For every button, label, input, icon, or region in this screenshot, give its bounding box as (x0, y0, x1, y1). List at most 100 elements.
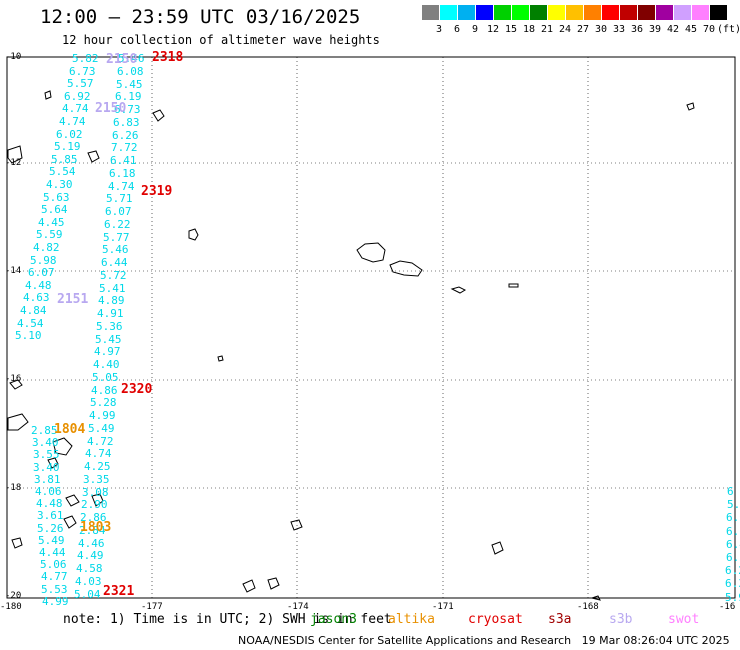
wave-height-value: 2.85 (31, 424, 58, 437)
wave-height-value: 4.48 (36, 497, 63, 510)
pass-number-label: 2150 (95, 101, 127, 116)
pass-number-label: 2319 (141, 184, 173, 199)
wave-height-value: 2.90 (81, 498, 108, 511)
wave-height-value: 5.45 (116, 78, 143, 91)
pass-number-label: 2321 (103, 584, 135, 599)
wave-height-value: 2.86 (80, 511, 107, 524)
credit-text: NOAA/NESDIS Center for Satellite Applica… (238, 634, 572, 647)
lat-label: -14 (5, 266, 22, 276)
wave-height-value: 4.97 (94, 345, 121, 358)
wave-height-value: 5.46 (102, 243, 129, 256)
colorbar-swatch (638, 5, 655, 20)
wave-height-value: 4.72 (87, 435, 114, 448)
wave-height-value: 4.45 (38, 216, 65, 229)
wave-height-value: 5.19 (54, 140, 81, 153)
colorbar-tick-label: 21 (540, 24, 554, 35)
wave-height-value: 6.07 (105, 205, 132, 218)
wave-height-value: 4.03 (75, 575, 102, 588)
wave-height-value: 6.92 (64, 90, 91, 103)
wave-height-value: 4.46 (78, 537, 105, 550)
wave-height-value: 5.91 (727, 498, 740, 511)
wave-height-value: 4.77 (41, 570, 68, 583)
colorbar-swatch (512, 5, 529, 20)
wave-height-value: 5.46 (118, 52, 145, 65)
timestamp: 19 Mar 08:26:04 UTC 2025 (581, 634, 730, 647)
colorbar-swatch (656, 5, 673, 20)
wave-height-value: 5.98 (30, 254, 57, 267)
colorbar-tick-label: 36 (630, 24, 644, 35)
colorbar-swatch (422, 5, 439, 20)
wave-height-value: 4.40 (93, 358, 120, 371)
colorbar-tick-label: 70 (702, 24, 716, 35)
wave-height-value: 4.44 (39, 546, 66, 559)
wave-height-value: 5.49 (88, 422, 115, 435)
wave-height-value: 4.30 (46, 178, 73, 191)
wave-height-value: 4.54 (17, 317, 44, 330)
colorbar-swatch (620, 5, 637, 20)
pass-number-label: 2150 (106, 52, 138, 67)
lon-label: -177 (141, 602, 163, 612)
wave-height-value: 5.53 (41, 583, 68, 596)
lon-label: -171 (432, 602, 454, 612)
wave-height-value: 6.26 (112, 129, 139, 142)
colorbar-swatch (458, 5, 475, 20)
wave-height-value: 4.99 (89, 409, 116, 422)
wave-height-value: 5.63 (43, 191, 70, 204)
colorbar-swatch (494, 5, 511, 20)
wave-height-value: 5.85 (51, 153, 78, 166)
colorbar-tick-label: 6 (453, 24, 461, 35)
colorbar-tick-label: 24 (558, 24, 572, 35)
wave-height-value: 5.28 (90, 396, 117, 409)
legend-entry-s3b: s3b (609, 612, 633, 627)
lon-label: -174 (287, 602, 309, 612)
wave-height-value: 3.40 (33, 461, 60, 474)
wave-height-value: 4.86 (91, 384, 118, 397)
wave-height-value: 5.82 (72, 52, 99, 65)
pass-number-label: 2318 (152, 50, 184, 65)
wave-height-value: 6.73 (114, 103, 141, 116)
wave-height-value: 4.49 (77, 549, 104, 562)
colorbar-tick-label: 42 (666, 24, 680, 35)
legend-entry-swot: swot (668, 612, 700, 627)
wave-height-value: 6.0 (726, 511, 740, 524)
legend-entry-cryosat: cryosat (468, 612, 523, 627)
wave-height-value: 4.82 (33, 241, 60, 254)
wave-height-value: 4.89 (98, 294, 125, 307)
wave-height-value: 3.61 (37, 509, 64, 522)
lat-label: -18 (5, 483, 22, 493)
wave-height-value: 6.08 (117, 65, 144, 78)
wave-height-value: 5.54 (49, 165, 76, 178)
wave-height-value: 4.06 (35, 485, 62, 498)
colorbar-tick-label: 39 (648, 24, 662, 35)
wave-height-value: 5.71 (106, 192, 133, 205)
wave-height-value: 2.84 (79, 524, 106, 537)
colorbar-swatch (440, 5, 457, 20)
pass-number-label: 1803 (80, 520, 112, 535)
chart-subtitle: 12 hour collection of altimeter wave hei… (62, 33, 380, 47)
wave-height-value: 5.91 (725, 591, 740, 604)
colorbar-tick-label: 45 (684, 24, 698, 35)
wave-height-value: 6.18 (109, 167, 136, 180)
wave-height-value: 3.55 (33, 448, 60, 461)
colorbar-tick-label: 30 (594, 24, 608, 35)
colorbar-tick-label: 33 (612, 24, 626, 35)
lat-label: -12 (5, 158, 22, 168)
wave-height-value: 5.77 (103, 231, 130, 244)
colorbar-tick-label: 15 (504, 24, 518, 35)
note-text: note: 1) Time is in UTC; 2) SWH is in fe… (63, 612, 392, 627)
wave-height-value: 5.41 (99, 282, 126, 295)
wave-height-value: 6.83 (113, 116, 140, 129)
wave-height-value: 6.44 (101, 256, 128, 269)
wave-height-value: 3.81 (34, 473, 61, 486)
pass-number-label: 2151 (57, 292, 89, 307)
wave-height-value: 4.99 (42, 595, 69, 608)
colorbar-swatch (602, 5, 619, 20)
wave-height-value: 5.72 (100, 269, 127, 282)
wave-height-value: 6.22 (104, 218, 131, 231)
wave-height-value: 6.20 (725, 564, 740, 577)
wave-height-value: 5.57 (67, 77, 94, 90)
wave-height-value: 6.73 (69, 65, 96, 78)
chart-title: 12:00 — 23:59 UTC 03/16/2025 (40, 6, 361, 28)
wave-height-value: 3.40 (32, 436, 59, 449)
